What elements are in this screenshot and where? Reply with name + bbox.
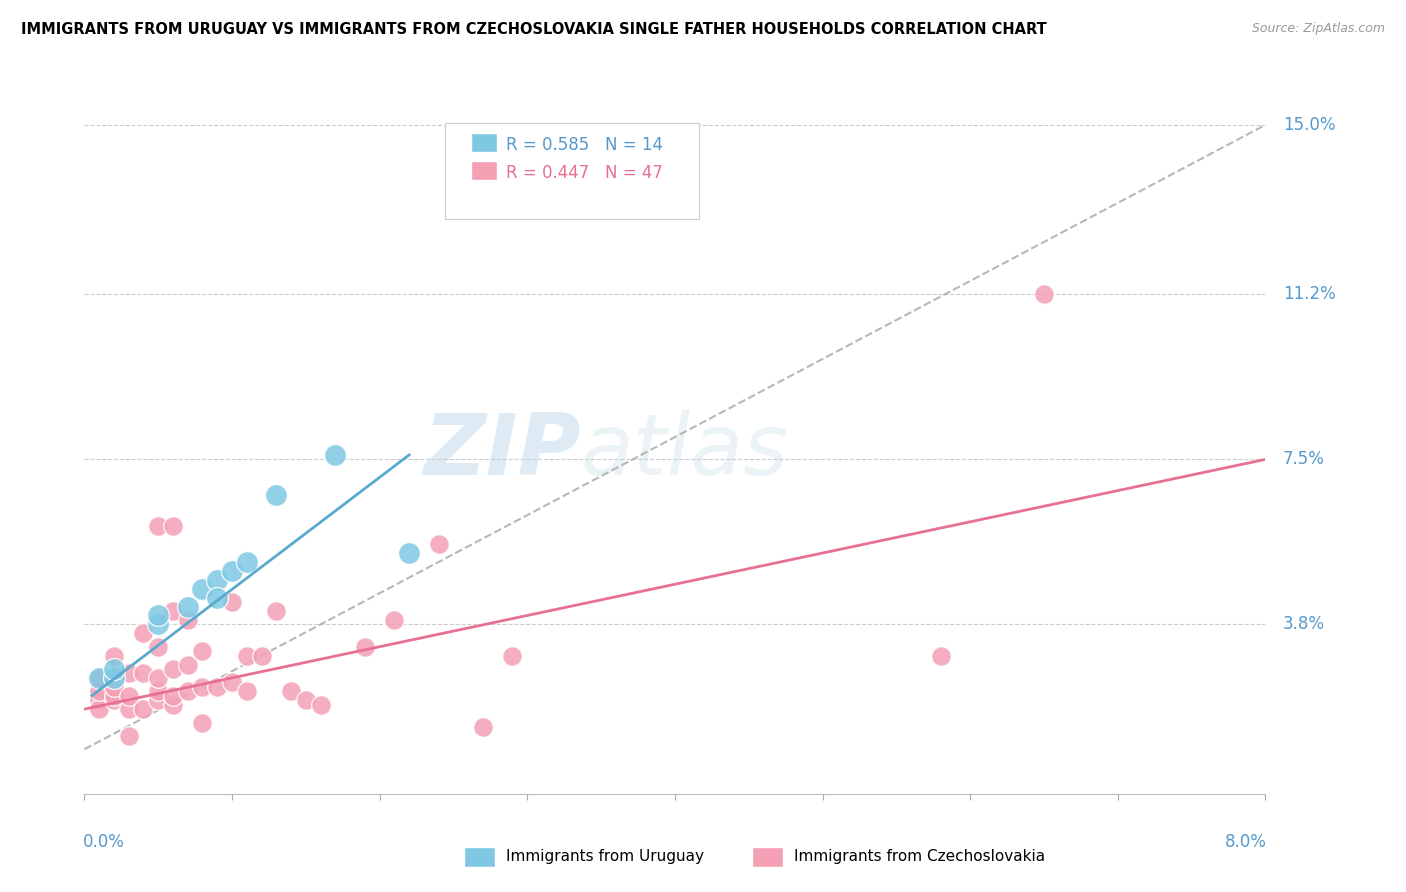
Point	[398, 546, 420, 560]
Text: Source: ZipAtlas.com: Source: ZipAtlas.com	[1251, 22, 1385, 36]
Point	[103, 671, 125, 685]
Point	[162, 604, 184, 618]
Point	[103, 680, 125, 694]
Point	[191, 715, 214, 730]
Point	[118, 702, 141, 716]
Point	[264, 488, 288, 502]
FancyBboxPatch shape	[471, 133, 496, 152]
Point	[309, 698, 332, 712]
Point	[148, 693, 170, 707]
Point	[87, 671, 111, 685]
Point	[132, 702, 155, 716]
Point	[103, 662, 125, 676]
Point	[177, 684, 200, 698]
Point	[221, 675, 243, 690]
Text: IMMIGRANTS FROM URUGUAY VS IMMIGRANTS FROM CZECHOSLOVAKIA SINGLE FATHER HOUSEHOL: IMMIGRANTS FROM URUGUAY VS IMMIGRANTS FR…	[21, 22, 1047, 37]
Point	[148, 671, 170, 685]
Point	[205, 591, 228, 605]
Text: R = 0.447   N = 47: R = 0.447 N = 47	[506, 164, 662, 182]
Point	[118, 666, 141, 681]
Point	[191, 582, 214, 596]
Point	[191, 680, 214, 694]
Point	[87, 702, 111, 716]
Point	[177, 613, 200, 627]
Text: 11.2%: 11.2%	[1284, 285, 1336, 303]
Text: R = 0.585   N = 14: R = 0.585 N = 14	[506, 136, 664, 153]
Text: 8.0%: 8.0%	[1225, 833, 1267, 851]
Point	[118, 729, 141, 743]
Point	[1032, 287, 1054, 301]
Point	[177, 599, 200, 614]
FancyBboxPatch shape	[471, 161, 496, 180]
Point	[205, 680, 228, 694]
Point	[162, 689, 184, 703]
Text: Immigrants from Czechoslovakia: Immigrants from Czechoslovakia	[794, 849, 1046, 863]
Point	[148, 640, 170, 654]
Point	[177, 657, 200, 672]
Point	[264, 604, 288, 618]
Point	[132, 626, 155, 640]
Point	[148, 684, 170, 698]
Text: 0.0%: 0.0%	[83, 833, 125, 851]
Point	[118, 689, 141, 703]
Point	[354, 640, 377, 654]
Point	[162, 519, 184, 533]
Point	[87, 671, 111, 685]
Point	[295, 693, 318, 707]
Point	[162, 698, 184, 712]
Point	[205, 573, 228, 587]
Text: ZIP: ZIP	[423, 409, 581, 493]
Point	[148, 519, 170, 533]
Point	[103, 689, 125, 703]
Point	[87, 693, 111, 707]
Point	[929, 648, 952, 663]
Point	[148, 608, 170, 623]
Point	[235, 648, 259, 663]
FancyBboxPatch shape	[444, 123, 699, 219]
Point	[221, 564, 243, 578]
Point	[191, 644, 214, 658]
Text: 3.8%: 3.8%	[1284, 615, 1324, 633]
Point	[323, 448, 347, 462]
Point	[103, 693, 125, 707]
Point	[162, 662, 184, 676]
Text: 15.0%: 15.0%	[1284, 116, 1336, 134]
Point	[87, 684, 111, 698]
Text: 7.5%: 7.5%	[1284, 450, 1324, 468]
Point	[382, 613, 406, 627]
Point	[103, 648, 125, 663]
Text: atlas: atlas	[581, 409, 789, 493]
Point	[280, 684, 302, 698]
Point	[132, 666, 155, 681]
Point	[148, 617, 170, 632]
Point	[250, 648, 273, 663]
Point	[472, 720, 495, 734]
Point	[235, 684, 259, 698]
Point	[221, 595, 243, 609]
Text: Immigrants from Uruguay: Immigrants from Uruguay	[506, 849, 704, 863]
Point	[235, 555, 259, 569]
Point	[501, 648, 523, 663]
Point	[427, 537, 450, 551]
